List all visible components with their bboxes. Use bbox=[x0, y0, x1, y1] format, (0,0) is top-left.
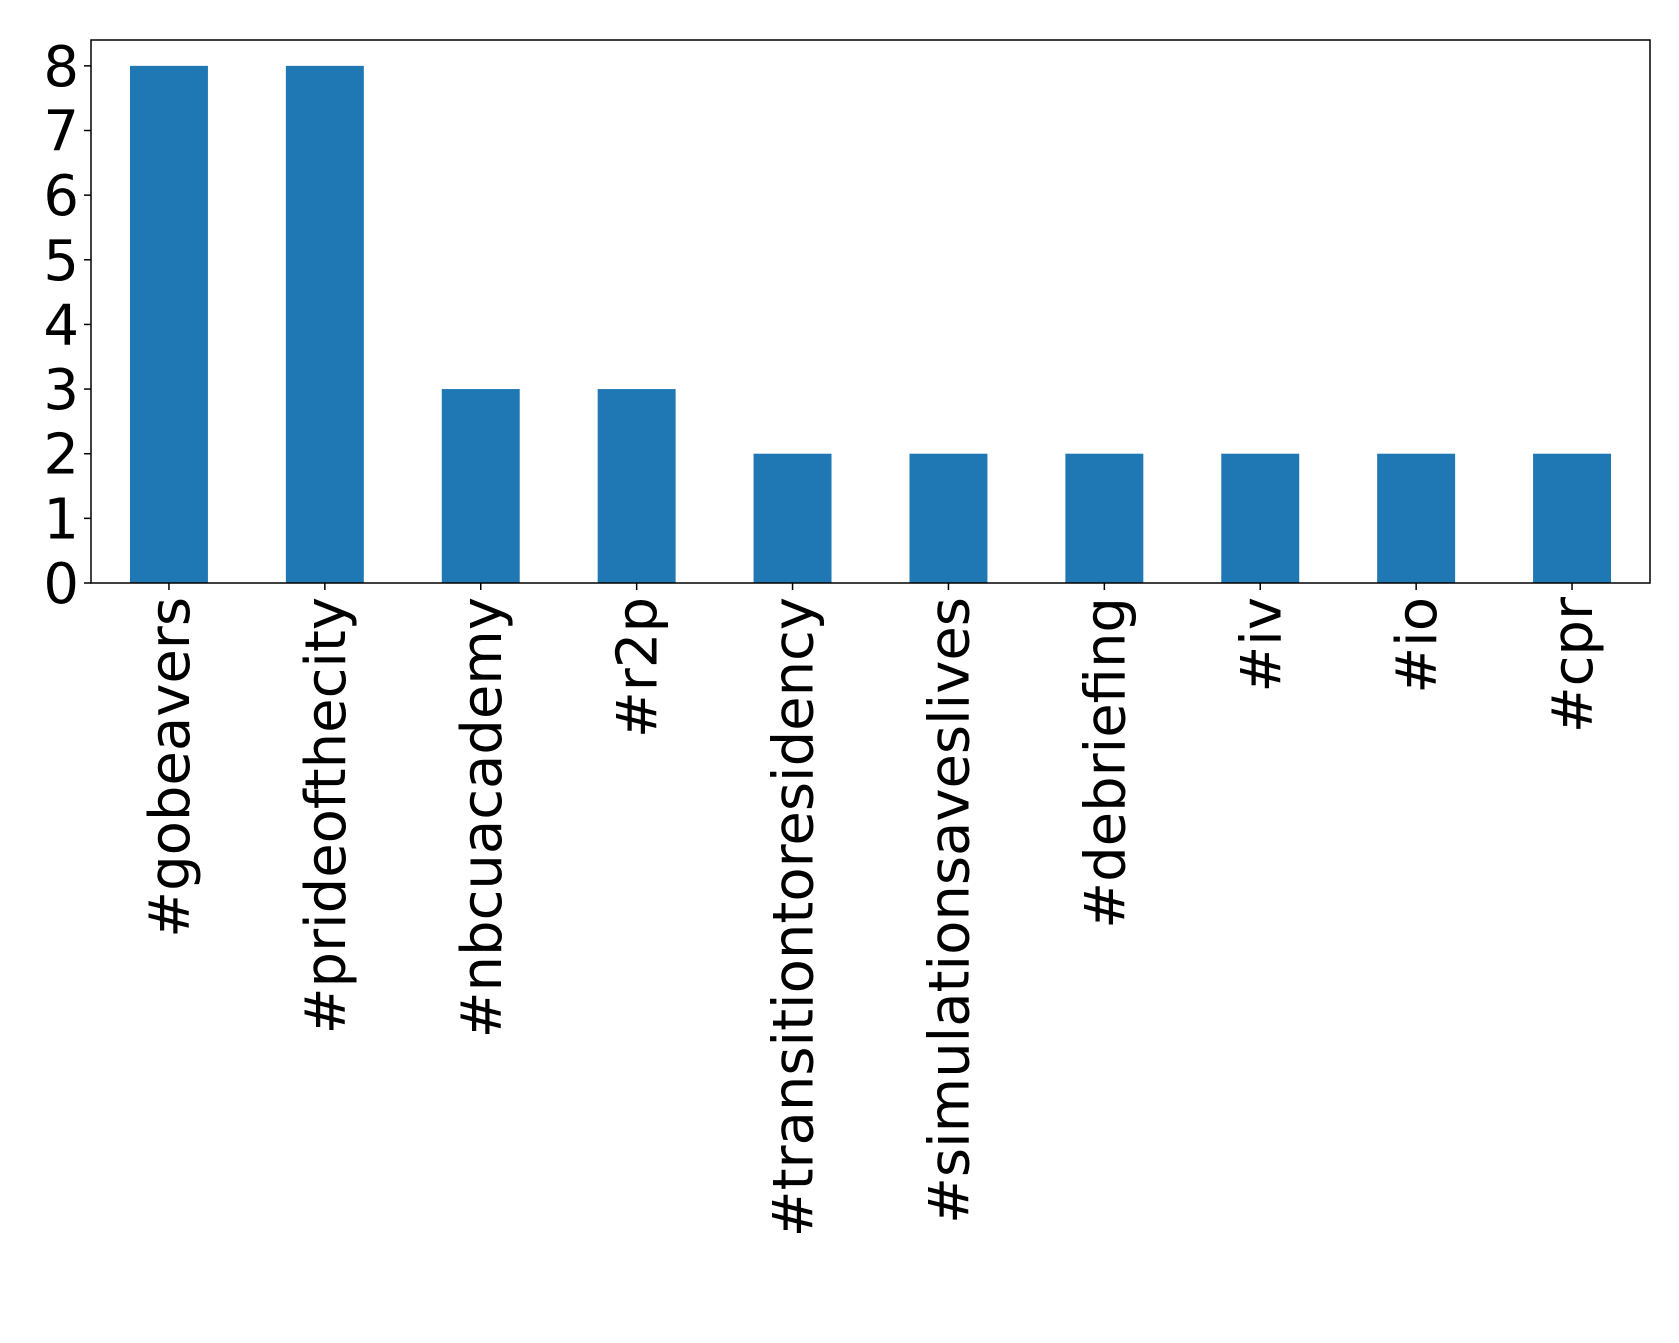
y-tick-label: 1 bbox=[43, 487, 79, 552]
bar-debriefing bbox=[1065, 453, 1144, 583]
y-tick-label: 4 bbox=[43, 293, 79, 358]
plot-area-frame bbox=[90, 39, 1651, 584]
y-tick-label: 3 bbox=[43, 358, 79, 423]
bar-nbcuacademy bbox=[441, 389, 520, 583]
x-tick-label: #r2p bbox=[606, 597, 671, 738]
bar-simulationsaveslives bbox=[909, 453, 988, 583]
bars-layer bbox=[129, 65, 1612, 584]
y-tick-label: 5 bbox=[43, 229, 79, 294]
x-tick-label: #io bbox=[1385, 597, 1450, 694]
x-tick-label: #simulationsaveslives bbox=[917, 597, 982, 1224]
x-tick-label: #transitiontoresidency bbox=[762, 597, 827, 1237]
x-tick-label: #cpr bbox=[1541, 596, 1606, 733]
bar-io bbox=[1377, 453, 1456, 583]
bar-r2p bbox=[597, 389, 676, 583]
bar-cpr bbox=[1533, 453, 1612, 583]
x-tick-label: #iv bbox=[1229, 597, 1294, 693]
y-tick-label: 7 bbox=[43, 100, 79, 165]
ticks-layer bbox=[84, 65, 1573, 590]
labels-layer: #gobeavers #prideofthecity #nbcuacademy #r2… bbox=[43, 35, 1606, 1237]
bar-transitiontoresidency bbox=[753, 453, 832, 583]
x-tick-label: #prideofthecity bbox=[294, 597, 359, 1034]
y-tick-label: 8 bbox=[43, 35, 79, 100]
y-tick-label: 2 bbox=[43, 423, 79, 488]
x-tick-label: #gobeavers bbox=[138, 597, 203, 938]
y-tick-label: 6 bbox=[43, 164, 79, 229]
bar-iv bbox=[1221, 453, 1300, 583]
x-tick-label: #debriefing bbox=[1073, 597, 1138, 929]
bar-gobeavers bbox=[129, 65, 208, 584]
x-tick-label: #nbcuacademy bbox=[450, 597, 515, 1038]
y-tick-label: 0 bbox=[43, 552, 79, 617]
bar-prideofthecity bbox=[285, 65, 364, 584]
